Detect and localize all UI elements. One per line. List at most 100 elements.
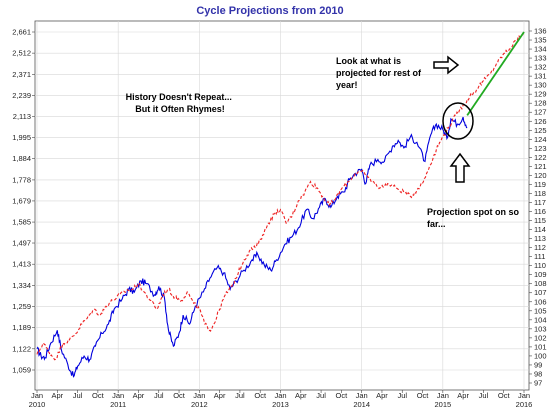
x-year-label: 2016 [516,400,533,409]
x-month-label: Jan [518,391,530,400]
grid-lines [35,21,529,390]
x-year-label: 2010 [29,400,46,409]
series-group [36,31,525,378]
y-left-tick-label: 1,334 [12,281,31,290]
annotation-projected-line-3: year! [336,80,358,90]
plot-area [34,20,530,391]
series-line-0 [36,116,468,378]
projection-circle-marker [442,102,474,140]
x-month-label: Jul [154,391,164,400]
chart-title: Cycle Projections from 2010 [196,5,343,17]
y-left-tick-label: 1,585 [12,218,31,227]
y-left-tick-label: 1,413 [12,260,31,269]
annotation-spot-on-line-2: far... [427,219,446,229]
y-right-tick-label: 134 [534,45,547,54]
x-month-label: Jul [73,391,83,400]
x-month-label: Apr [133,391,145,400]
x-month-label: Apr [457,391,469,400]
x-month-label: Jan [193,391,205,400]
y-right-tick-label: 102 [534,333,547,342]
y-right-tick-label: 120 [534,171,547,180]
y-right-tick-label: 114 [534,225,546,234]
y-left-tick-label: 2,239 [12,91,31,100]
y-right-tick-label: 126 [534,117,547,126]
y-right-tick-label: 104 [534,315,547,324]
x-month-label: Apr [214,391,226,400]
x-month-label: Oct [173,391,186,400]
y-right-tick-label: 133 [534,54,547,63]
y-left-tick-label: 1,497 [12,239,31,248]
annotation-history-line-2: But it Often Rhymes! [135,104,225,114]
y-right-tick-label: 108 [534,279,547,288]
x-year-label: 2015 [434,400,451,409]
y-right-tick-label: 106 [534,297,547,306]
x-month-label: Apr [376,391,388,400]
y-right-tick-label: 129 [534,90,547,99]
series-line-1 [36,31,525,361]
annotation-projected: Look at what is projected for rest of ye… [336,56,424,90]
x-month-label: Jan [112,391,124,400]
x-month-label: Jan [31,391,43,400]
annotation-history: History Doesn't Repeat... But it Often R… [126,92,235,114]
y-left-tick-label: 1,259 [12,302,31,311]
x-month-label: Jan [356,391,368,400]
x-year-label: 2013 [272,400,289,409]
annotation-spot-on: Projection spot on so far... [427,207,522,229]
x-year-label: 2011 [110,400,126,409]
x-month-label: Jul [397,391,407,400]
y-right-tick-label: 110 [534,261,546,270]
y-left-tick-label: 2,661 [12,28,31,37]
x-month-label: Oct [92,391,105,400]
annotation-history-line-1: History Doesn't Repeat... [126,92,232,102]
y-left-tick-label: 1,778 [12,175,31,184]
y-right-tick-label: 103 [534,324,547,333]
x-month-label: Jul [479,391,489,400]
series-line-2 [466,31,525,116]
y-left-tick-label: 2,371 [12,70,31,79]
y-left-tick-label: 1,995 [12,133,31,142]
x-month-label: Oct [417,391,430,400]
x-year-label: 2014 [353,400,370,409]
y-right-tick-label: 125 [534,126,547,135]
x-month-label: Jul [316,391,326,400]
y-left-tick-label: 1,189 [12,323,31,332]
y-left-tick-label: 1,122 [12,344,31,353]
y-right-tick-label: 123 [534,144,547,153]
y-right-tick-label: 128 [534,99,547,108]
y-left-tick-label: 2,113 [13,112,31,121]
y-left-tick-label: 1,679 [12,196,31,205]
y-right-tick-label: 131 [534,72,547,81]
y-right-tick-label: 118 [534,189,546,198]
y-right-tick-label: 121 [534,162,547,171]
annotation-projected-line-2: projected for rest of [336,68,422,78]
y-right-tick-label: 99 [534,360,542,369]
y-right-tick-label: 100 [534,351,547,360]
x-month-label: Apr [51,391,63,400]
y-right-tick-label: 136 [534,27,547,36]
y-right-tick-label: 101 [534,342,547,351]
y-left-tick-label: 2,512 [12,49,31,58]
x-month-label: Jul [235,391,245,400]
x-month-label: Apr [295,391,307,400]
y-right-tick-label: 116 [534,207,546,216]
x-year-label: 2012 [191,400,208,409]
y-right-tick-label: 124 [534,135,547,144]
y-right-tick-label: 127 [534,108,547,117]
y-right-tick-label: 122 [534,153,547,162]
x-axis: Jan Apr Jul Oct Jan Apr Jul Oct Jan Apr Jul Oct Jan A… [29,390,533,409]
x-month-label: Oct [336,391,349,400]
y-right-tick-label: 112 [534,243,546,252]
up-arrow-icon [449,152,471,183]
y-right-tick-label: 111 [534,252,545,261]
y-right-tick-label: 107 [534,288,547,297]
y-right-tick-label: 135 [534,36,547,45]
x-month-label: Oct [254,391,267,400]
y-right-tick-label: 109 [534,270,547,279]
y-right-tick-label: 113 [534,234,546,243]
x-month-label: Jan [274,391,286,400]
y-right-tick-label: 132 [534,63,547,72]
y-right-tick-label: 105 [534,306,547,315]
x-month-label: Oct [498,391,511,400]
y-axis-right: 9798991001011021031041051061071081091101… [529,27,547,388]
